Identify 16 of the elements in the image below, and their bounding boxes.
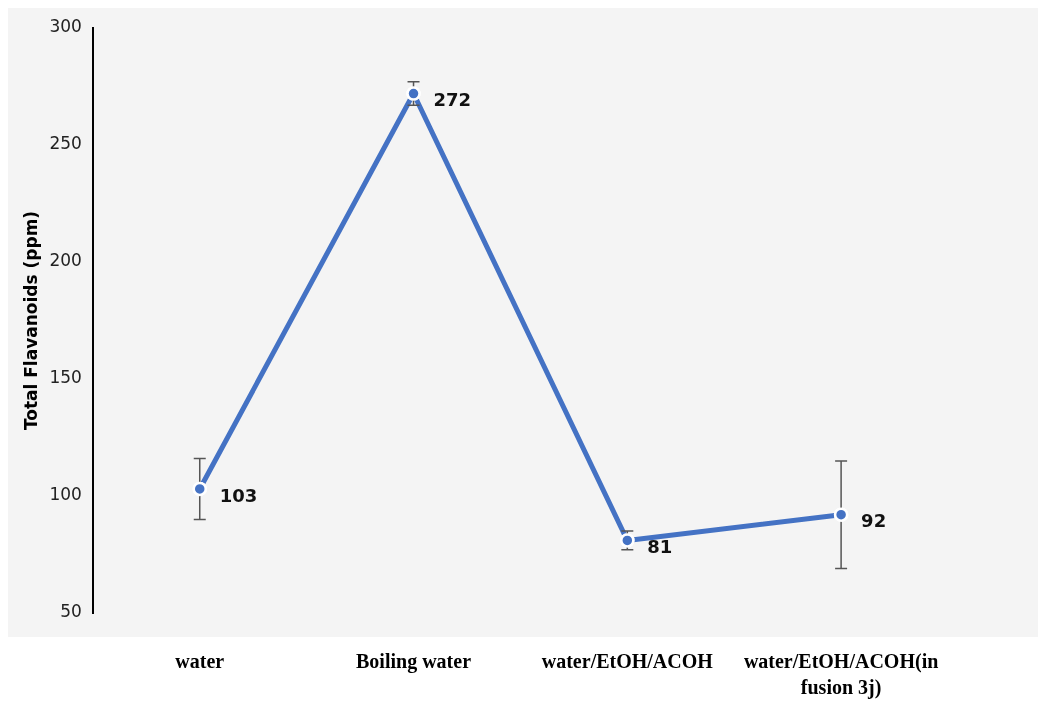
y-axis-title: Total Flavanoids (ppm) — [20, 210, 41, 431]
y-tick-label: 150 — [49, 367, 82, 388]
y-tick-label: 100 — [49, 484, 82, 505]
y-tick-label: 300 — [49, 16, 82, 37]
x-tick-label: Boiling water — [356, 650, 472, 674]
y-tick-label: 250 — [49, 133, 82, 154]
x-tick-label: water — [175, 650, 225, 673]
x-tick-label: water/EtOH/ACOH — [541, 650, 714, 673]
data-label: 103 — [219, 484, 258, 506]
y-tick-label: 200 — [49, 250, 82, 271]
data-label: 272 — [433, 89, 472, 111]
data-label: 92 — [861, 510, 887, 532]
point — [406, 86, 421, 101]
x-tick-label: water/EtOH/ACOH(in fusion 3j) — [743, 650, 939, 700]
data-label: 81 — [647, 536, 673, 558]
y-tick-label: 50 — [60, 601, 82, 622]
